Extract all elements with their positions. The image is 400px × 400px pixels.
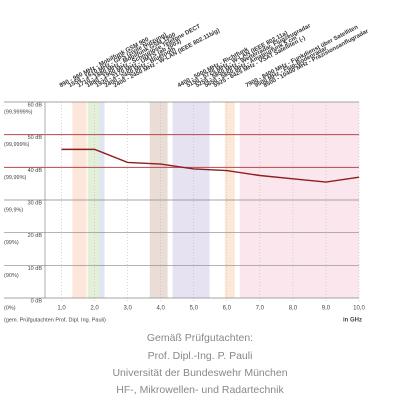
y-tick-percent: (99%) xyxy=(4,240,19,246)
x-tick-label: 7,0 xyxy=(256,306,265,312)
y-tick-label: 0 dB xyxy=(31,298,43,304)
footer-line: Universität der Bundeswehr München xyxy=(112,367,287,379)
y-tick-label: 40 dB xyxy=(28,168,43,174)
y-tick-percent: (90%) xyxy=(4,273,19,279)
footer-line: HF-, Mikrowellen- und Radartechnik xyxy=(116,384,284,396)
y-tick-label: 30 dB xyxy=(28,200,43,206)
footer-line: Prof. Dipl.-Ing. P. Pauli xyxy=(148,350,253,362)
y-tick-label: 50 dB xyxy=(28,135,43,141)
y-tick-percent: (99,999%) xyxy=(4,142,30,148)
x-tick-label: 4,0 xyxy=(157,306,166,312)
y-tick-label: 60 dB xyxy=(28,102,43,108)
x-tick-label: 9,0 xyxy=(322,306,331,312)
y-tick-percent: (99,9999%) xyxy=(4,109,33,115)
x-tick-label: 2,0 xyxy=(90,306,99,312)
x-tick-label: 3,0 xyxy=(123,306,132,312)
y-tick-percent: (99,9%) xyxy=(4,207,23,213)
x-tick-label: 5,0 xyxy=(190,306,199,312)
x-unit: in GHz xyxy=(343,318,362,324)
x-tick-label: 6,0 xyxy=(223,306,232,312)
source-note: (gem. Prüfgutachten Prof. Dipl. Ing. Pau… xyxy=(4,317,106,323)
x-tick-label: 8,0 xyxy=(289,306,298,312)
y-tick-percent: (99,99%) xyxy=(4,175,26,181)
footer-line: Gemäß Prüfgutachten: xyxy=(147,332,253,344)
x-tick-label: 1,0 xyxy=(57,306,66,312)
y-tick-label: 10 dB xyxy=(28,266,43,272)
y-tick-percent: (0%) xyxy=(4,305,16,311)
y-tick-label: 20 dB xyxy=(28,233,43,239)
attenuation-line xyxy=(61,148,360,183)
x-tick-label: 10,0 xyxy=(353,306,365,312)
